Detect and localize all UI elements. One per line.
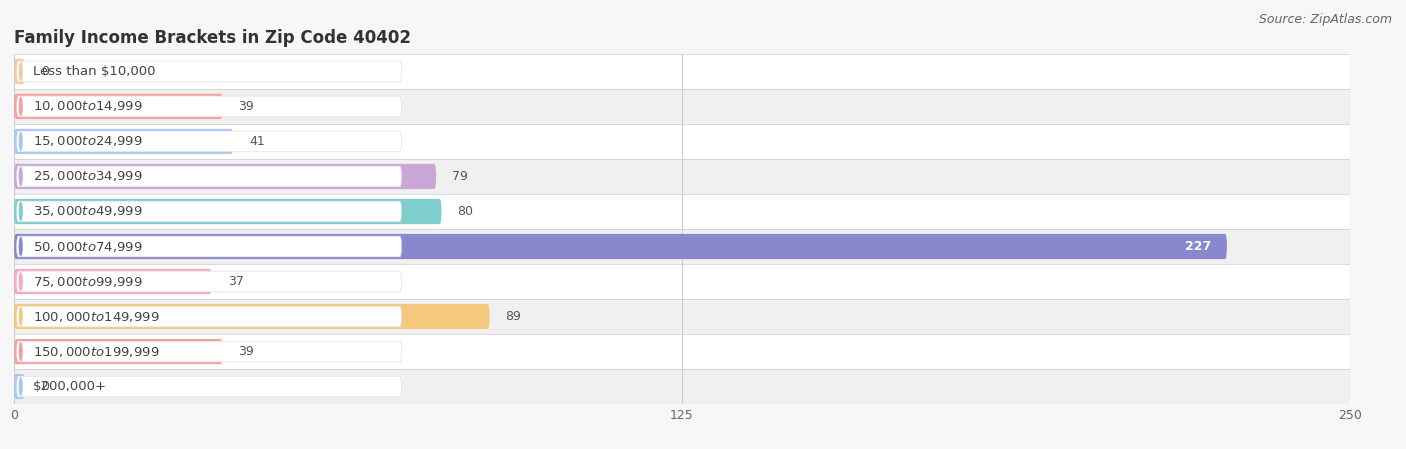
Text: Less than $10,000: Less than $10,000 xyxy=(34,65,156,78)
FancyBboxPatch shape xyxy=(14,369,1350,404)
FancyBboxPatch shape xyxy=(17,96,402,117)
FancyBboxPatch shape xyxy=(17,376,402,397)
FancyBboxPatch shape xyxy=(14,299,1350,334)
FancyBboxPatch shape xyxy=(14,54,1350,89)
FancyBboxPatch shape xyxy=(14,89,1350,124)
Text: 0: 0 xyxy=(41,380,49,393)
Circle shape xyxy=(20,343,22,361)
FancyBboxPatch shape xyxy=(14,194,1350,229)
FancyBboxPatch shape xyxy=(14,59,25,84)
Text: $35,000 to $49,999: $35,000 to $49,999 xyxy=(34,204,143,219)
FancyBboxPatch shape xyxy=(14,94,222,119)
Text: $15,000 to $24,999: $15,000 to $24,999 xyxy=(34,134,143,149)
FancyBboxPatch shape xyxy=(17,306,402,327)
Text: Source: ZipAtlas.com: Source: ZipAtlas.com xyxy=(1258,13,1392,26)
Circle shape xyxy=(20,273,22,291)
Text: 89: 89 xyxy=(506,310,522,323)
FancyBboxPatch shape xyxy=(14,129,233,154)
Text: 79: 79 xyxy=(453,170,468,183)
FancyBboxPatch shape xyxy=(17,271,402,292)
Circle shape xyxy=(20,308,22,326)
FancyBboxPatch shape xyxy=(14,199,441,224)
FancyBboxPatch shape xyxy=(14,374,25,399)
FancyBboxPatch shape xyxy=(14,234,1227,259)
Text: 39: 39 xyxy=(239,345,254,358)
Text: $75,000 to $99,999: $75,000 to $99,999 xyxy=(34,274,143,289)
Text: Family Income Brackets in Zip Code 40402: Family Income Brackets in Zip Code 40402 xyxy=(14,29,411,47)
FancyBboxPatch shape xyxy=(17,201,402,222)
FancyBboxPatch shape xyxy=(14,124,1350,159)
Circle shape xyxy=(20,238,22,255)
Text: 0: 0 xyxy=(41,65,49,78)
Text: $50,000 to $74,999: $50,000 to $74,999 xyxy=(34,239,143,254)
FancyBboxPatch shape xyxy=(14,334,1350,369)
FancyBboxPatch shape xyxy=(17,341,402,362)
FancyBboxPatch shape xyxy=(17,61,402,82)
FancyBboxPatch shape xyxy=(14,164,436,189)
Text: $100,000 to $149,999: $100,000 to $149,999 xyxy=(34,309,160,324)
FancyBboxPatch shape xyxy=(14,264,1350,299)
Circle shape xyxy=(20,167,22,185)
FancyBboxPatch shape xyxy=(14,304,489,329)
Circle shape xyxy=(20,97,22,115)
Text: $150,000 to $199,999: $150,000 to $199,999 xyxy=(34,344,160,359)
FancyBboxPatch shape xyxy=(17,236,402,257)
Circle shape xyxy=(20,62,22,80)
Text: 227: 227 xyxy=(1185,240,1211,253)
Text: 80: 80 xyxy=(457,205,474,218)
FancyBboxPatch shape xyxy=(14,159,1350,194)
Circle shape xyxy=(20,378,22,396)
FancyBboxPatch shape xyxy=(17,166,402,187)
FancyBboxPatch shape xyxy=(14,339,222,364)
Circle shape xyxy=(20,202,22,220)
FancyBboxPatch shape xyxy=(17,131,402,152)
FancyBboxPatch shape xyxy=(14,229,1350,264)
Text: 41: 41 xyxy=(249,135,264,148)
Text: $10,000 to $14,999: $10,000 to $14,999 xyxy=(34,99,143,114)
Circle shape xyxy=(20,132,22,150)
Text: $200,000+: $200,000+ xyxy=(34,380,107,393)
Text: 39: 39 xyxy=(239,100,254,113)
FancyBboxPatch shape xyxy=(14,269,212,294)
Text: 37: 37 xyxy=(228,275,243,288)
Text: $25,000 to $34,999: $25,000 to $34,999 xyxy=(34,169,143,184)
